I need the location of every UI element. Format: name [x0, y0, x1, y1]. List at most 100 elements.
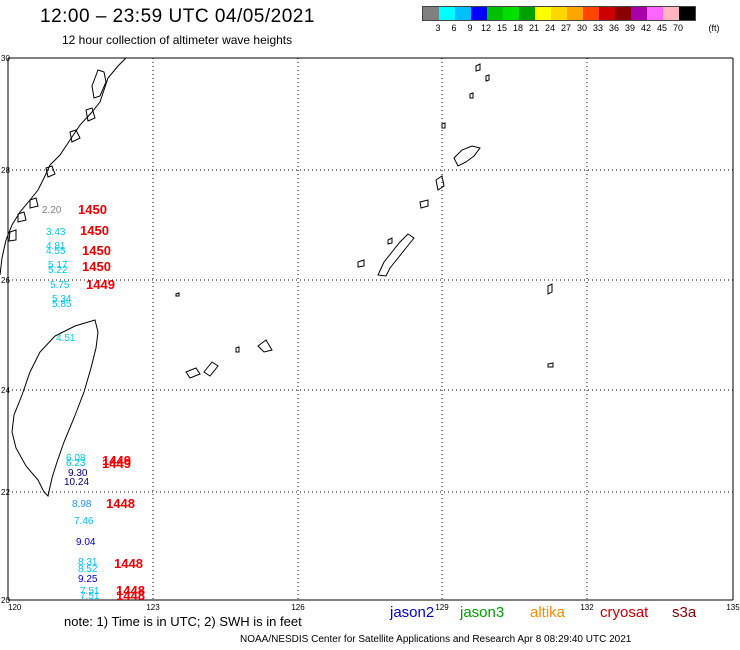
satellite-s3a: s3a [672, 604, 697, 621]
wave-height-label: 6.08 [66, 453, 86, 464]
observation-time-label: 1449 [86, 277, 115, 292]
satellite-jason2: jason2 [390, 604, 435, 621]
longitude-label: 132 [580, 603, 594, 612]
observation-time-label: 1450 [82, 243, 111, 258]
observation-time-label: 1450 [80, 223, 109, 238]
wave-height-label: 7.46 [74, 516, 94, 527]
latitude-label: 26 [1, 276, 10, 285]
okinawa [377, 233, 415, 277]
satellite-cryosat: cryosat [600, 604, 649, 621]
wave-height-label: 9.30 [68, 468, 88, 479]
legend-tick-label: 12 [480, 23, 492, 33]
satellite-altika: altika [530, 604, 566, 621]
latitude-label: 30 [1, 54, 10, 63]
legend-swatch [599, 7, 615, 20]
legend-swatch [471, 7, 487, 20]
observation-time-label: 1450 [78, 202, 107, 217]
map-subtitle: 12 hour collection of altimeter wave hei… [62, 33, 293, 47]
legend-tick-label: 3 [435, 23, 441, 33]
satellite-jason3: jason3 [460, 604, 505, 621]
wave-height-label: 5.75 [50, 280, 70, 291]
observation-time-label: 1448 [116, 588, 145, 603]
latitude-label: 22 [1, 488, 10, 497]
legend-tick-label: 45 [656, 23, 668, 33]
legend-labels: (ft) 3 6 9 12 15 18 21 24 27 30 33 36 39 42 45 70 [422, 21, 719, 35]
map-grid: 120 123 126 129 132 135 30 28 26 24 22 20 [1, 54, 740, 612]
latitude-label: 24 [1, 386, 10, 395]
legend-tick-label: 21 [528, 23, 540, 33]
amami-oshima [453, 145, 481, 167]
legend-swatch [679, 7, 695, 20]
legend-tick-label: 70 [672, 23, 684, 33]
china-coastline [0, 57, 127, 276]
legend-tick-label: 18 [512, 23, 524, 33]
legend-tick-label: 24 [544, 23, 556, 33]
observation-time-label: 1448 [106, 496, 135, 511]
island-yakushima [435, 175, 445, 191]
wave-height-label: 5.85 [52, 299, 72, 310]
coastlines [0, 57, 554, 497]
wave-height-label: 4.51 [56, 333, 76, 344]
legend-tick-label: 6 [451, 23, 457, 33]
footnote: note: 1) Time is in UTC; 2) SWH is in fe… [64, 614, 302, 629]
wave-height-legend: (ft) 3 6 9 12 15 18 21 24 27 30 33 36 39 42 45 70 [422, 6, 720, 35]
wave-height-label: 8.52 [78, 564, 98, 575]
island-kume [357, 259, 365, 268]
legend-tick-label: 9 [467, 23, 473, 33]
legend-swatch [519, 7, 535, 20]
legend-tick-label: 30 [576, 23, 588, 33]
wave-height-label: 7.51 [80, 591, 100, 602]
legend-unit: (ft) [708, 23, 720, 33]
longitude-label: 123 [146, 603, 160, 612]
observation-time-label: 1449 [102, 453, 131, 468]
wave-height-label: 5.17 [48, 260, 68, 271]
legend-swatch [615, 7, 631, 20]
wave-height-label: 2.20 [42, 205, 62, 216]
wave-height-label: 9.04 [76, 537, 96, 548]
latitude-label: 28 [1, 166, 10, 175]
map-title: 12:00 – 23:59 UTC 04/05/2021 [40, 6, 315, 27]
wave-height-label: 5.34 [52, 294, 72, 305]
island-miyako [257, 339, 273, 353]
taiwan-coastline [11, 319, 99, 497]
legend-tick-label: 36 [608, 23, 620, 33]
legend-color-bar [422, 6, 696, 21]
legend-swatch [631, 7, 647, 20]
legend-tick-label: 39 [624, 23, 636, 33]
observation-time-label: 1448 [114, 556, 143, 571]
legend-swatch [663, 7, 679, 20]
wave-height-label: 7.51 [80, 586, 100, 597]
observation-time-label: 1448 [116, 583, 145, 598]
legend-swatch [455, 7, 471, 20]
wave-height-label: 6.23 [66, 458, 86, 469]
wave-height-label: 10.24 [64, 477, 89, 488]
legend-tick-label: 27 [560, 23, 572, 33]
china-islands [8, 69, 107, 242]
wave-height-label: 8.98 [72, 499, 92, 510]
legend-swatch [567, 7, 583, 20]
wave-height-label: 4.55 [46, 246, 66, 257]
credit-line: NOAA/NESDIS Center for Satellite Applica… [240, 634, 632, 645]
legend-swatch [551, 7, 567, 20]
longitude-label: 135 [726, 603, 740, 612]
legend-swatch [583, 7, 599, 20]
wave-height-label: 8.31 [78, 557, 98, 568]
legend-tick-label: 33 [592, 23, 604, 33]
legend-swatch [535, 7, 551, 20]
legend-tick-label: 15 [496, 23, 508, 33]
island-tokunoshima [419, 199, 429, 209]
observations: 2.20 1450 3.43 1450 4.814.55 1450 5.175.22 1450… [42, 202, 145, 603]
wave-height-label: 3.43 [46, 227, 66, 238]
legend-swatch [487, 7, 503, 20]
legend-swatch [647, 7, 663, 20]
observation-time-label: 1450 [82, 259, 111, 274]
legend-swatch [503, 7, 519, 20]
wave-height-label: 4.81 [46, 241, 66, 252]
island-daito [547, 283, 554, 368]
latitude-label: 20 [1, 596, 10, 605]
legend-swatch [439, 7, 455, 20]
longitude-label: 120 [8, 603, 22, 612]
island-yonaguni [185, 367, 201, 379]
island-tokara [175, 63, 490, 353]
